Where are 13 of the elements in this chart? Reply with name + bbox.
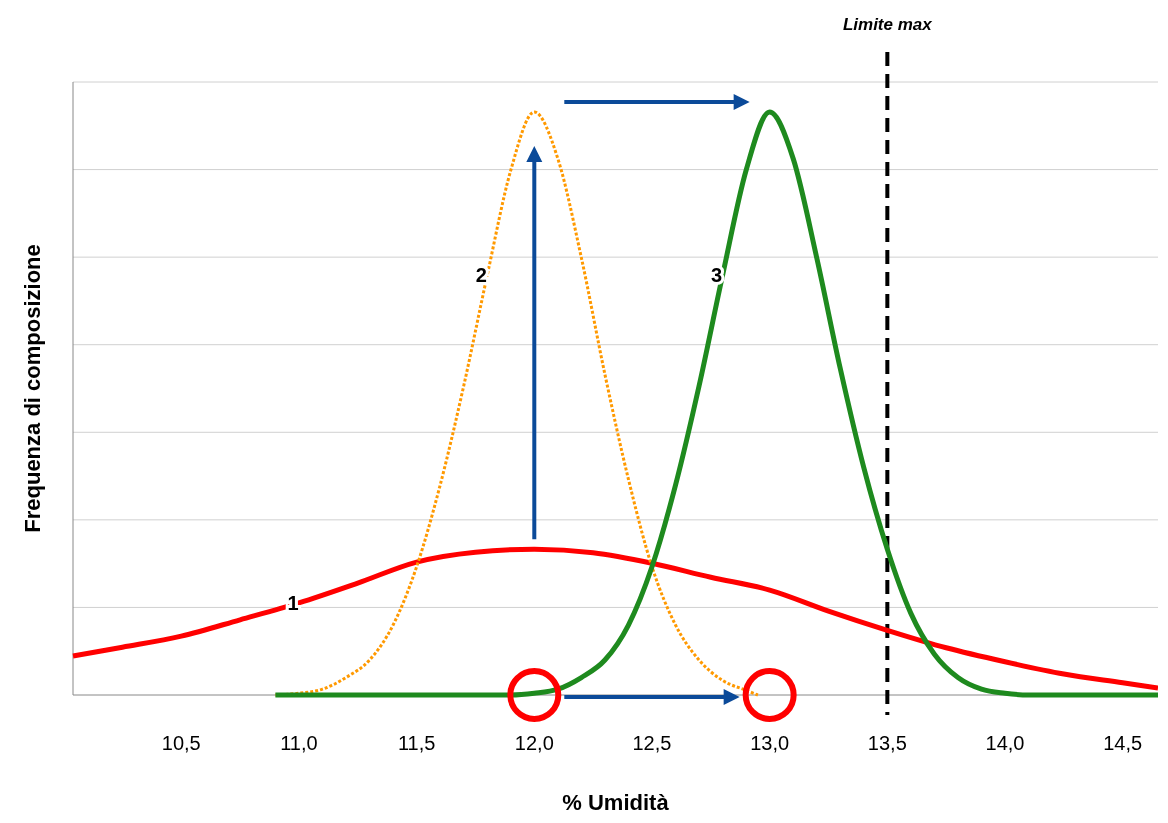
series-label: 2 (475, 264, 487, 287)
x-tick-label: 11,5 (397, 732, 436, 754)
x-tick-label: 14,0 (985, 732, 1025, 754)
y-axis-title: Frequenza di composizione (20, 244, 45, 533)
x-tick-label: 13,5 (867, 732, 907, 754)
x-axis-title: % Umidità (562, 790, 670, 815)
x-tick-label: 11,0 (280, 732, 318, 754)
x-tick-label: 10,5 (161, 732, 201, 754)
ref-line-label: Limite max (842, 15, 934, 34)
x-tick-label: 12,0 (514, 732, 554, 754)
x-tick-label: 13,0 (750, 732, 790, 754)
x-tick-label: 14,5 (1103, 732, 1143, 754)
x-tick-label: 12,5 (632, 732, 672, 754)
